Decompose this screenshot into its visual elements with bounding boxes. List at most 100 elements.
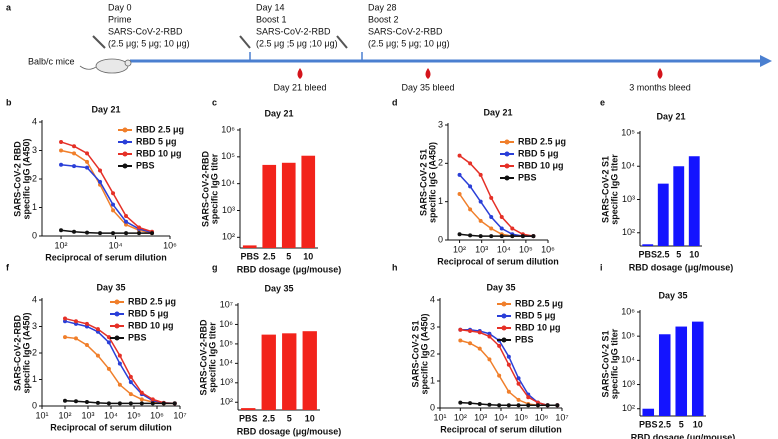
legend-label: RBD 10 μg: [515, 322, 561, 332]
y-tick-label: 0: [32, 400, 37, 410]
x-tick-label: 10⁶: [541, 244, 555, 254]
y-axis-label: specific IgG titer: [209, 153, 219, 224]
data-point: [124, 214, 129, 219]
x-tick-label: PBS: [240, 251, 259, 261]
bar: [302, 331, 317, 410]
panel-letter: d: [392, 97, 398, 107]
x-axis-label: Reciprocal of serum dilution: [440, 424, 562, 434]
y-tick-label: 10³: [222, 205, 235, 215]
data-point: [468, 233, 473, 238]
bar: [642, 244, 654, 246]
bar: [673, 166, 685, 246]
y-tick-label: 2: [438, 158, 443, 168]
series-line: [60, 164, 153, 234]
x-tick-label: 10²: [55, 240, 68, 250]
data-point: [98, 231, 103, 236]
data-point: [150, 401, 155, 406]
data-point: [535, 403, 540, 408]
data-point: [63, 335, 67, 340]
data-point: [468, 161, 473, 166]
data-point: [506, 389, 511, 394]
y-tick-label: 10⁴: [621, 161, 635, 171]
y-tick-label: 10⁵: [621, 127, 635, 137]
data-point: [98, 179, 103, 184]
legend-label: RBD 5 μg: [518, 148, 559, 158]
data-point: [111, 202, 116, 207]
legend-label: RBD 2.5 μg: [128, 296, 176, 306]
series-line: [458, 193, 534, 237]
event-text: SARS-CoV-2-RBD: [368, 26, 443, 36]
x-tick-label: 5: [287, 413, 292, 423]
y-axis-label: specific IgG (A450): [419, 313, 429, 394]
y-axis-label: specific IgG titer: [207, 322, 217, 393]
x-tick-label: 10⁶: [150, 410, 164, 420]
data-point: [457, 172, 462, 177]
data-point: [510, 226, 515, 231]
data-point: [85, 230, 90, 235]
data-point: [161, 401, 166, 406]
legend-marker: [504, 139, 510, 145]
y-tick-label: 4: [430, 294, 435, 304]
data-point: [457, 192, 462, 196]
data-point: [95, 353, 100, 358]
data-point: [489, 195, 494, 200]
syringes: [92, 35, 348, 49]
chart-title: Day 35: [96, 282, 125, 292]
y-tick-label: 10⁵: [221, 151, 235, 161]
legend-label: RBD 5 μg: [515, 310, 556, 320]
y-tick-label: 10⁶: [621, 306, 635, 316]
bar: [281, 162, 296, 248]
legend-label: RBD 10 μg: [518, 160, 564, 170]
data-point: [457, 232, 462, 237]
x-tick-label: 10⁴: [104, 410, 118, 420]
y-tick-label: 10⁷: [220, 299, 233, 309]
y-axis-label: SARS-CoV-2 S1: [600, 156, 610, 223]
y-tick-label: 2: [32, 173, 37, 183]
data-point: [487, 334, 492, 339]
data-point: [468, 401, 473, 406]
y-tick-label: 10⁶: [219, 319, 233, 329]
data-point: [84, 321, 89, 326]
data-point: [478, 172, 483, 177]
subject-label: Balb/c mice: [28, 56, 75, 66]
mouse-head: [124, 59, 132, 67]
data-point: [457, 153, 462, 158]
event-text: Boost 2: [368, 14, 399, 24]
data-point: [499, 234, 504, 239]
blood-drops: [297, 68, 663, 79]
data-point: [85, 151, 90, 156]
y-axis-label: SARS-CoV-2-RBD: [198, 319, 208, 396]
data-point: [477, 330, 482, 335]
data-point: [497, 343, 502, 348]
x-tick-label: 10¹: [35, 410, 48, 420]
data-point: [516, 381, 521, 386]
mouse-tail: [79, 65, 97, 70]
x-tick-label: 10: [689, 249, 699, 259]
legend-marker: [114, 323, 120, 329]
y-tick-label: 2: [430, 348, 435, 358]
event-text: Day 14: [256, 2, 285, 12]
event-text: SARS-CoV-2-RBD: [108, 26, 183, 36]
panel-letter: g: [212, 262, 218, 272]
chart-title: Day 21: [483, 107, 512, 117]
y-tick-label: 4: [32, 294, 37, 304]
data-point: [506, 362, 511, 367]
x-axis-label: RBD dosage (μg/mouse): [631, 432, 736, 439]
x-tick-label: PBS: [639, 419, 658, 429]
y-tick-label: 10⁵: [219, 338, 233, 348]
x-tick-label: 10⁷: [555, 412, 568, 422]
data-point: [489, 215, 494, 219]
event-text: Day 0: [108, 2, 132, 12]
data-point: [73, 319, 78, 324]
y-axis-label: SARS-CoV-2-RBD: [200, 151, 210, 228]
data-point: [63, 316, 67, 321]
x-tick-label: 5: [286, 251, 291, 261]
data-point: [106, 340, 111, 345]
x-tick-label: 10⁴: [494, 412, 508, 422]
legend-marker: [501, 301, 507, 307]
series-line: [64, 317, 175, 405]
chart-title: Day 21: [656, 111, 685, 121]
data-point: [128, 374, 133, 379]
x-tick-label: 2.5: [262, 413, 275, 423]
data-point: [499, 226, 504, 231]
